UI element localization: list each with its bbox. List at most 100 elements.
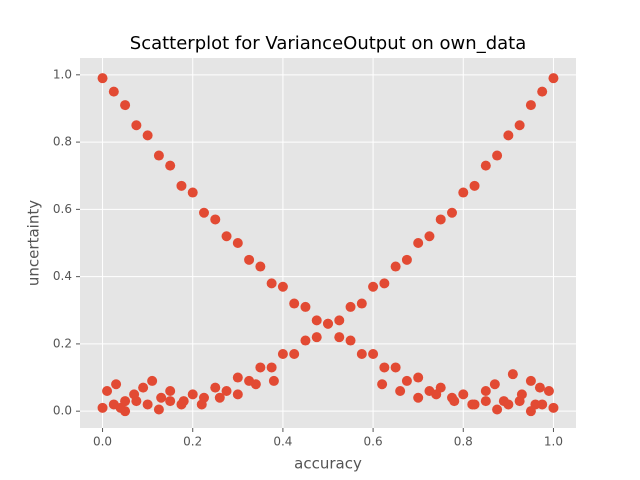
- point: [356, 349, 367, 359]
- point: [277, 281, 288, 292]
- point: [356, 298, 367, 309]
- point: [187, 187, 198, 198]
- point: [480, 386, 491, 396]
- point: [138, 382, 149, 393]
- point: [534, 382, 545, 393]
- point: [232, 238, 243, 248]
- point: [165, 386, 176, 396]
- x-tick-label: 0.8: [454, 435, 473, 449]
- point: [492, 150, 503, 161]
- point: [503, 130, 514, 141]
- point: [165, 396, 176, 407]
- point: [368, 281, 379, 292]
- point: [548, 73, 559, 84]
- point: [153, 150, 164, 161]
- x-tick-label: 0.6: [364, 435, 383, 449]
- point: [156, 392, 167, 403]
- point: [199, 207, 209, 218]
- point: [489, 379, 500, 390]
- point: [413, 238, 424, 248]
- point: [111, 379, 122, 390]
- point: [178, 396, 189, 407]
- point: [221, 386, 232, 396]
- point: [232, 389, 243, 400]
- point: [458, 389, 469, 400]
- point: [467, 399, 478, 410]
- point: [129, 389, 140, 400]
- point: [548, 402, 559, 413]
- point: [377, 379, 388, 390]
- y-tick-label: 1.0: [53, 67, 72, 81]
- point: [449, 396, 460, 407]
- point: [401, 375, 412, 386]
- point: [147, 375, 158, 386]
- point: [232, 372, 243, 383]
- point: [447, 207, 457, 218]
- point: [431, 389, 442, 400]
- point: [153, 404, 164, 415]
- point: [537, 86, 548, 97]
- point: [334, 332, 345, 343]
- point: [525, 100, 536, 111]
- y-tick-label: 0.6: [53, 202, 72, 216]
- point: [187, 389, 198, 400]
- point: [221, 231, 232, 242]
- y-tick-label: 0.8: [53, 135, 72, 149]
- point: [102, 386, 113, 396]
- point: [345, 335, 356, 346]
- x-tick-label: 1.0: [544, 435, 563, 449]
- y-tick-label: 0.4: [53, 269, 72, 283]
- point: [492, 404, 503, 415]
- y-axis-label: uncertainty: [25, 200, 43, 286]
- point: [300, 301, 311, 312]
- point: [176, 180, 187, 191]
- point: [469, 180, 480, 191]
- point: [277, 349, 288, 359]
- point: [514, 120, 525, 131]
- point: [108, 86, 119, 97]
- point: [323, 318, 333, 329]
- point: [424, 231, 435, 242]
- x-tick-label: 0.4: [273, 435, 292, 449]
- point: [214, 392, 225, 403]
- point: [142, 130, 153, 141]
- point: [210, 382, 221, 393]
- point: [480, 160, 491, 171]
- chart-title: Scatterplot for VarianceOutput on own_da…: [130, 33, 526, 54]
- point: [507, 369, 518, 380]
- point: [379, 362, 390, 373]
- point: [250, 379, 261, 390]
- point: [266, 362, 277, 373]
- point: [97, 402, 108, 413]
- point: [334, 315, 345, 326]
- point: [345, 301, 356, 312]
- point: [516, 389, 527, 400]
- point: [525, 375, 536, 386]
- point: [97, 73, 108, 84]
- point: [311, 332, 322, 343]
- point: [379, 278, 390, 289]
- point: [244, 254, 255, 265]
- plot-area: [80, 58, 576, 428]
- y-tick-label: 0.0: [53, 404, 72, 418]
- point: [131, 120, 142, 131]
- x-tick-label: 0.0: [93, 435, 112, 449]
- point: [196, 399, 207, 410]
- point: [300, 335, 311, 346]
- point: [266, 278, 277, 289]
- point: [368, 349, 379, 359]
- point: [413, 372, 424, 383]
- point: [165, 160, 176, 171]
- point: [395, 386, 406, 396]
- point: [289, 349, 300, 359]
- y-tick-label: 0.2: [53, 336, 72, 350]
- point: [498, 396, 509, 407]
- x-axis-label: accuracy: [294, 455, 362, 473]
- point: [435, 214, 446, 225]
- point: [390, 362, 401, 373]
- point: [255, 362, 266, 373]
- points: [97, 73, 559, 417]
- point: [458, 187, 469, 198]
